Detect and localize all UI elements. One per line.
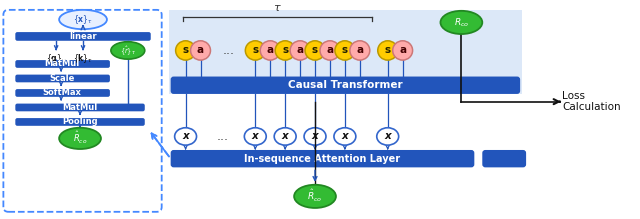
Ellipse shape — [294, 185, 336, 208]
Text: MatMul: MatMul — [63, 103, 98, 112]
Text: $\tau$: $\tau$ — [273, 3, 282, 13]
Text: ...: ... — [222, 44, 234, 57]
Text: a: a — [399, 46, 406, 55]
FancyBboxPatch shape — [15, 118, 145, 126]
FancyBboxPatch shape — [15, 89, 110, 97]
Text: s: s — [182, 46, 189, 55]
Ellipse shape — [275, 41, 295, 60]
Text: x: x — [182, 131, 189, 141]
Ellipse shape — [191, 41, 211, 60]
Text: Pooling: Pooling — [62, 117, 98, 126]
Text: Causal Transformer: Causal Transformer — [288, 80, 403, 90]
Text: a: a — [326, 46, 333, 55]
Text: $\{\mathbf{q}\}_\tau$: $\{\mathbf{q}\}_\tau$ — [46, 52, 67, 65]
Text: s: s — [282, 46, 288, 55]
FancyBboxPatch shape — [483, 150, 526, 167]
Text: MatMul: MatMul — [45, 60, 80, 69]
Ellipse shape — [244, 128, 266, 145]
Text: $R_{co}$: $R_{co}$ — [454, 16, 469, 29]
Ellipse shape — [335, 41, 355, 60]
Text: In-sequence Attention Layer: In-sequence Attention Layer — [244, 154, 401, 164]
Text: a: a — [267, 46, 274, 55]
Text: Scale: Scale — [49, 74, 75, 83]
FancyBboxPatch shape — [15, 104, 145, 111]
FancyBboxPatch shape — [171, 150, 474, 167]
Ellipse shape — [59, 128, 101, 149]
Ellipse shape — [175, 128, 196, 145]
Ellipse shape — [290, 41, 310, 60]
Text: a: a — [197, 46, 204, 55]
Text: $\{\mathbf{k}\}_\tau$: $\{\mathbf{k}\}_\tau$ — [73, 52, 93, 65]
Ellipse shape — [245, 41, 265, 60]
Ellipse shape — [111, 42, 145, 59]
FancyBboxPatch shape — [15, 60, 110, 68]
Ellipse shape — [175, 41, 196, 60]
Ellipse shape — [378, 41, 397, 60]
Text: linear: linear — [69, 32, 97, 41]
Text: a: a — [356, 46, 364, 55]
Text: $\hat{R}_{co}$: $\hat{R}_{co}$ — [73, 130, 87, 146]
Ellipse shape — [350, 41, 370, 60]
Text: ...: ... — [216, 130, 228, 143]
Text: $\hat{R}_{co}$: $\hat{R}_{co}$ — [307, 188, 323, 204]
Text: a: a — [296, 46, 303, 55]
Text: x: x — [282, 131, 289, 141]
Text: s: s — [252, 46, 259, 55]
FancyBboxPatch shape — [171, 76, 520, 94]
Ellipse shape — [334, 128, 356, 145]
Ellipse shape — [260, 41, 280, 60]
Text: $\{\hat{r}\}_\tau$: $\{\hat{r}\}_\tau$ — [120, 44, 136, 57]
Text: s: s — [312, 46, 318, 55]
Text: x: x — [342, 131, 348, 141]
Bar — [169, 10, 522, 94]
FancyBboxPatch shape — [15, 75, 110, 82]
Ellipse shape — [393, 41, 413, 60]
FancyBboxPatch shape — [15, 32, 151, 41]
Text: x: x — [312, 131, 318, 141]
Ellipse shape — [305, 41, 325, 60]
Text: Loss
Calculation: Loss Calculation — [562, 91, 621, 113]
Text: x: x — [385, 131, 391, 141]
Ellipse shape — [440, 11, 483, 34]
Ellipse shape — [320, 41, 340, 60]
Ellipse shape — [59, 10, 107, 29]
Ellipse shape — [274, 128, 296, 145]
Text: SoftMax: SoftMax — [43, 88, 81, 97]
Text: x: x — [252, 131, 259, 141]
Ellipse shape — [377, 128, 399, 145]
Ellipse shape — [304, 128, 326, 145]
Text: $\{\mathbf{x}\}_\tau$: $\{\mathbf{x}\}_\tau$ — [73, 13, 93, 26]
Text: s: s — [385, 46, 391, 55]
Text: s: s — [342, 46, 348, 55]
